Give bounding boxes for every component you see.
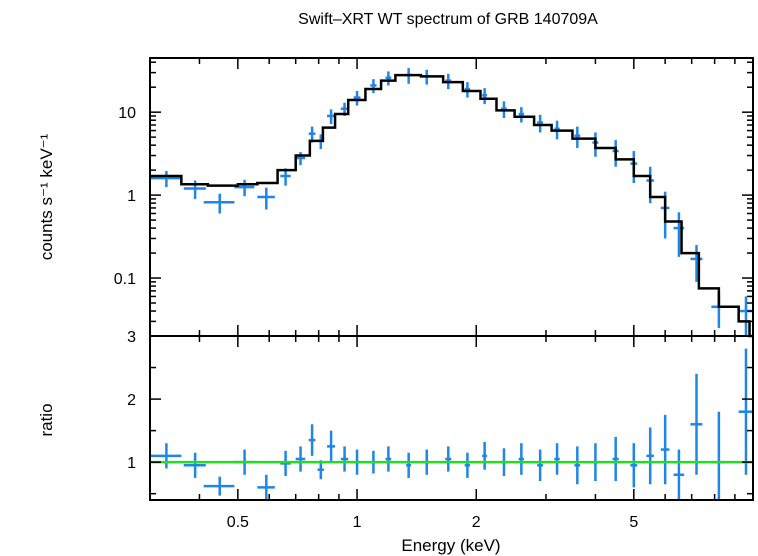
ratio-y-axis-label: ratio: [37, 403, 56, 436]
spectrum-model-line: [150, 73, 753, 338]
ratio-plot-frame: [149, 335, 754, 501]
ratio-point-10: [340, 446, 349, 472]
x-tick-label: 0.5: [227, 514, 249, 531]
x-axis-label: Energy (keV): [401, 536, 500, 555]
ratio-point-7: [308, 424, 316, 456]
ratio-point-26: [630, 443, 638, 488]
ratio-point-17: [464, 452, 471, 478]
spectrum-point-18: [482, 88, 488, 105]
ratio-point-16: [445, 446, 452, 472]
spectrum-data-layer: [150, 68, 753, 336]
ratio-point-27: [646, 427, 654, 485]
chart-title: Swift–XRT WT spectrum of GRB 140709A: [298, 11, 598, 28]
ratio-point-20: [518, 443, 524, 475]
ratio-point-4: [257, 474, 275, 500]
spectrum-point-9: [327, 109, 336, 125]
spectrum-y-axis-label: counts s⁻¹ keV⁻¹: [37, 133, 56, 260]
ratio-y-tick-label: 2: [127, 392, 136, 409]
ratio-data-layer: [150, 348, 753, 500]
ratio-point-32: [738, 348, 753, 475]
ratio-point-14: [406, 452, 412, 478]
ratio-point-25: [612, 436, 619, 482]
ratio-y-tick-label: 1: [127, 455, 136, 472]
spectrum-point-12: [370, 79, 377, 94]
spectrum-model-layer: [150, 73, 753, 338]
spectrum-y-tick-label: 10: [118, 105, 136, 122]
spectrum-point-2: [203, 193, 235, 214]
ratio-point-18: [482, 441, 488, 470]
spectrum-panel: 0.1 1 10 counts s⁻¹ keV⁻¹: [37, 57, 754, 338]
ratio-point-30: [690, 373, 703, 475]
ratio-point-8: [317, 460, 324, 480]
ratio-point-23: [574, 446, 581, 485]
ratio-point-6: [295, 446, 306, 472]
x-tick-label: 2: [472, 514, 481, 531]
ratio-point-31: [711, 411, 727, 500]
ratio-panel: 1 2 3 0.5 1 2 5 ratio Energy (keV): [37, 329, 754, 555]
ratio-tick-layer: 1 2 3 0.5 1 2 5: [127, 329, 754, 531]
ratio-point-21: [537, 449, 544, 482]
spectrum-point-30: [690, 245, 703, 282]
ratio-point-28: [660, 414, 670, 485]
ratio-point-0: [150, 443, 182, 469]
spectrum-point-4: [257, 187, 275, 210]
spectrum-point-20: [518, 107, 524, 123]
spectrum-tick-layer: 0.1 1 10: [114, 58, 754, 337]
ratio-point-5: [280, 450, 291, 477]
spectrum-point-3: [234, 179, 255, 197]
spectrum-y-tick-label: 1: [127, 188, 136, 205]
ratio-y-tick-label: 3: [127, 329, 136, 346]
spectrum-point-23: [574, 126, 581, 148]
spectrum-point-21: [537, 114, 544, 133]
spectrum-point-11: [353, 91, 361, 106]
spectrum-y-tick-label: 0.1: [114, 271, 136, 288]
ratio-point-29: [673, 449, 685, 500]
x-tick-label: 5: [629, 514, 638, 531]
spectrum-point-13: [385, 71, 392, 86]
spectrum-point-0: [150, 171, 182, 188]
ratio-point-13: [385, 446, 392, 472]
spectrum-point-6: [295, 152, 306, 166]
ratio-point-22: [554, 443, 560, 475]
ratio-point-9: [327, 430, 336, 463]
ratio-point-1: [183, 452, 206, 478]
x-tick-label: 1: [353, 514, 362, 531]
ratio-point-2: [203, 476, 235, 496]
